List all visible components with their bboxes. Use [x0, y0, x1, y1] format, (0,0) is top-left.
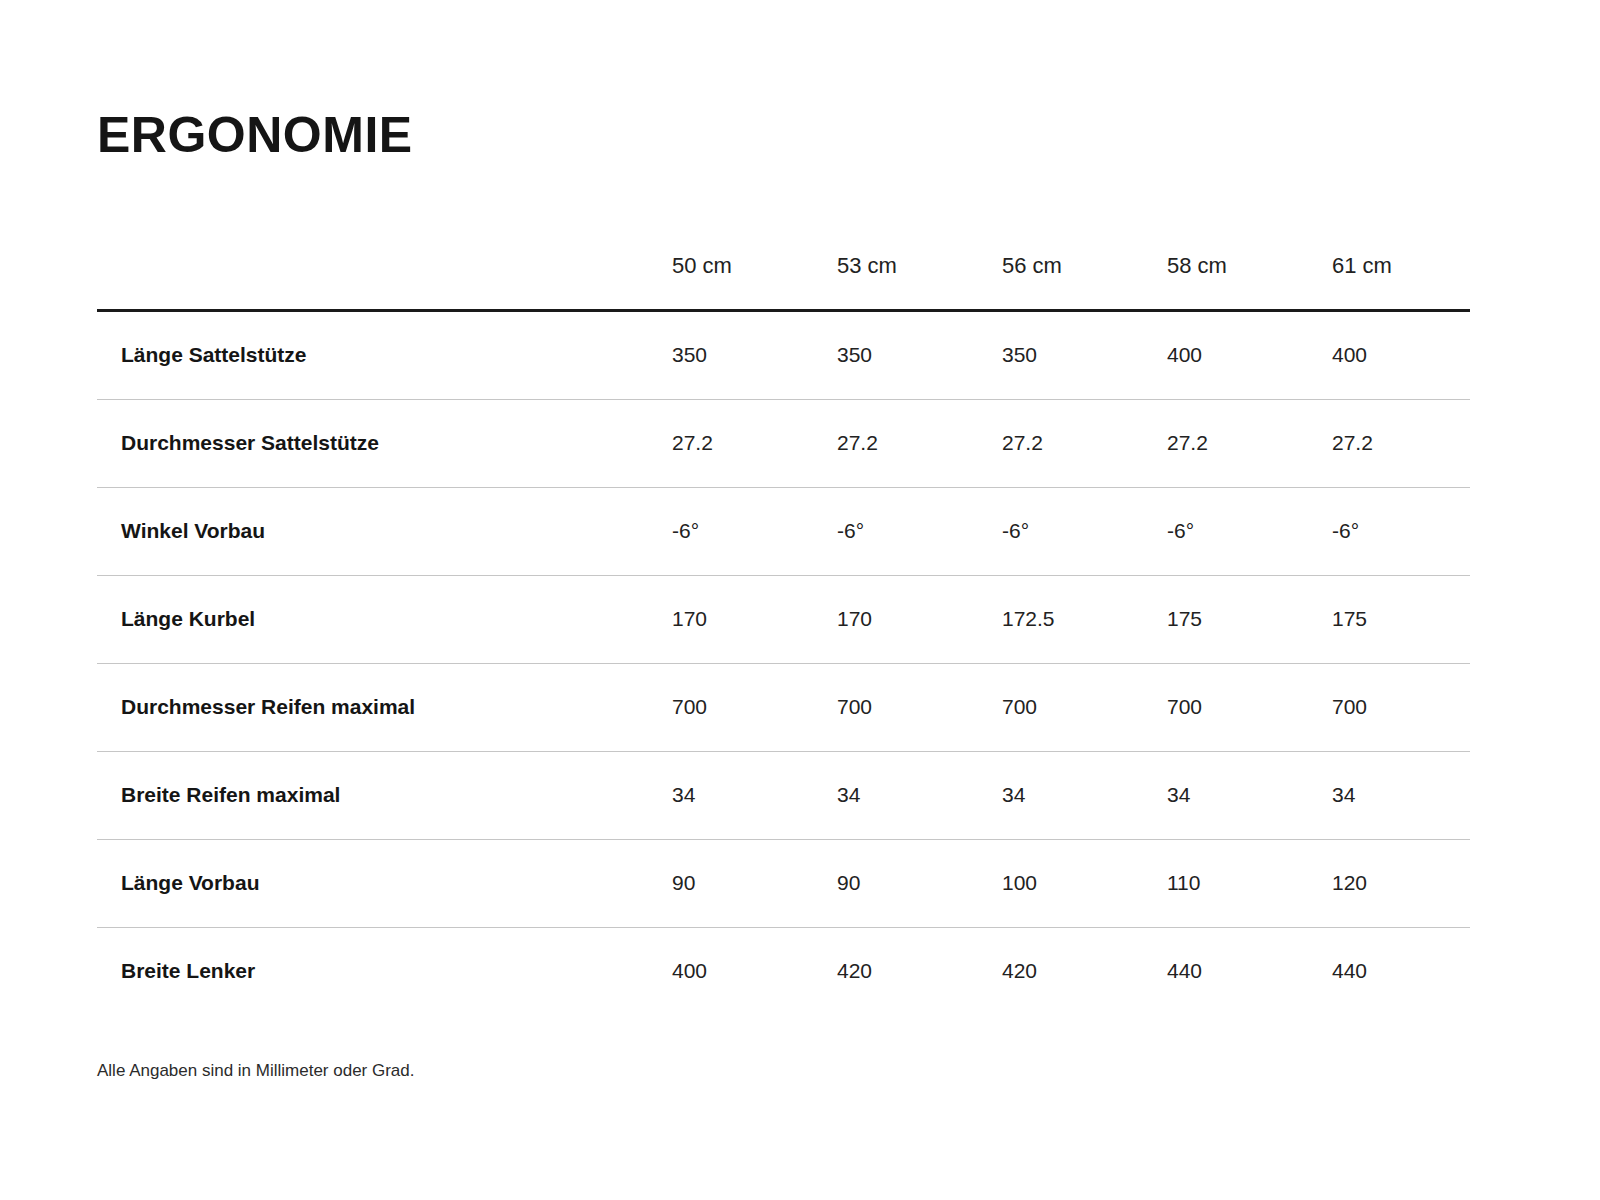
header-row: 50 cm 53 cm 56 cm 58 cm 61 cm [97, 253, 1470, 311]
table-body: Länge Sattelstütze 350 350 350 400 400 D… [97, 311, 1470, 1016]
cell-value: 350 [672, 311, 837, 400]
cell-value: 90 [672, 840, 837, 928]
cell-value: 400 [1332, 311, 1470, 400]
cell-value: 34 [672, 752, 837, 840]
cell-value: 420 [1002, 928, 1167, 1016]
cell-value: -6° [672, 488, 837, 576]
row-label-laenge-vorbau: Länge Vorbau [97, 840, 672, 928]
page-title: ERGONOMIE [97, 105, 1470, 165]
table-row-laenge-sattelstuetze: Länge Sattelstütze 350 350 350 400 400 [97, 311, 1470, 400]
table-row-durchmesser-reifen-maximal: Durchmesser Reifen maximal 700 700 700 7… [97, 664, 1470, 752]
cell-value: 34 [1167, 752, 1332, 840]
table-row-breite-lenker: Breite Lenker 400 420 420 440 440 [97, 928, 1470, 1016]
cell-value: 27.2 [1002, 400, 1167, 488]
cell-value: 700 [672, 664, 837, 752]
cell-value: 27.2 [1332, 400, 1470, 488]
cell-value: 34 [837, 752, 1002, 840]
row-label-laenge-sattelstuetze: Länge Sattelstütze [97, 311, 672, 400]
column-header-58cm: 58 cm [1167, 253, 1332, 311]
cell-value: 175 [1332, 576, 1470, 664]
cell-value: -6° [837, 488, 1002, 576]
table-row-durchmesser-sattelstuetze: Durchmesser Sattelstütze 27.2 27.2 27.2 … [97, 400, 1470, 488]
cell-value: 700 [837, 664, 1002, 752]
cell-value: 400 [1167, 311, 1332, 400]
cell-value: 27.2 [1167, 400, 1332, 488]
cell-value: 34 [1002, 752, 1167, 840]
cell-value: -6° [1167, 488, 1332, 576]
column-header-50cm: 50 cm [672, 253, 837, 311]
cell-value: 700 [1332, 664, 1470, 752]
cell-value: 700 [1167, 664, 1332, 752]
row-label-laenge-kurbel: Länge Kurbel [97, 576, 672, 664]
row-label-durchmesser-reifen-maximal: Durchmesser Reifen maximal [97, 664, 672, 752]
cell-value: 34 [1332, 752, 1470, 840]
cell-value: 400 [672, 928, 837, 1016]
cell-value: -6° [1002, 488, 1167, 576]
table-header: 50 cm 53 cm 56 cm 58 cm 61 cm [97, 253, 1470, 311]
table-row-breite-reifen-maximal: Breite Reifen maximal 34 34 34 34 34 [97, 752, 1470, 840]
cell-value: 440 [1332, 928, 1470, 1016]
row-label-durchmesser-sattelstuetze: Durchmesser Sattelstütze [97, 400, 672, 488]
row-label-breite-reifen-maximal: Breite Reifen maximal [97, 752, 672, 840]
column-header-53cm: 53 cm [837, 253, 1002, 311]
cell-value: 440 [1167, 928, 1332, 1016]
cell-value: 420 [837, 928, 1002, 1016]
table-row-laenge-kurbel: Länge Kurbel 170 170 172.5 175 175 [97, 576, 1470, 664]
row-label-breite-lenker: Breite Lenker [97, 928, 672, 1016]
cell-value: 27.2 [837, 400, 1002, 488]
cell-value: 350 [837, 311, 1002, 400]
table-row-winkel-vorbau: Winkel Vorbau -6° -6° -6° -6° -6° [97, 488, 1470, 576]
row-label-winkel-vorbau: Winkel Vorbau [97, 488, 672, 576]
cell-value: -6° [1332, 488, 1470, 576]
cell-value: 90 [837, 840, 1002, 928]
column-header-61cm: 61 cm [1332, 253, 1470, 311]
cell-value: 120 [1332, 840, 1470, 928]
cell-value: 175 [1167, 576, 1332, 664]
cell-value: 170 [837, 576, 1002, 664]
page: ERGONOMIE 50 cm 53 cm 56 cm 58 cm 61 cm … [0, 0, 1600, 1200]
cell-value: 350 [1002, 311, 1167, 400]
column-header-56cm: 56 cm [1002, 253, 1167, 311]
cell-value: 170 [672, 576, 837, 664]
table-row-laenge-vorbau: Länge Vorbau 90 90 100 110 120 [97, 840, 1470, 928]
cell-value: 27.2 [672, 400, 837, 488]
units-footnote: Alle Angaben sind in Millimeter oder Gra… [97, 1061, 1470, 1081]
corner-cell [97, 253, 672, 311]
cell-value: 172.5 [1002, 576, 1167, 664]
cell-value: 100 [1002, 840, 1167, 928]
cell-value: 700 [1002, 664, 1167, 752]
cell-value: 110 [1167, 840, 1332, 928]
ergonomics-table: 50 cm 53 cm 56 cm 58 cm 61 cm Länge Satt… [97, 253, 1470, 1015]
